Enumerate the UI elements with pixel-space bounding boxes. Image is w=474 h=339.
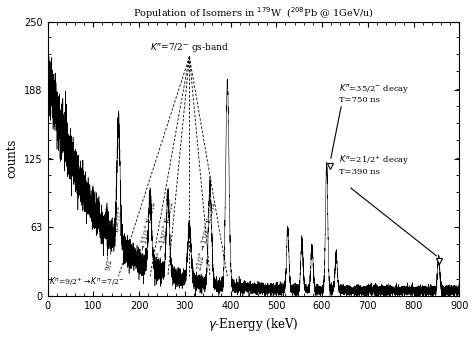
Text: $K^{\pi}$=7/2$^{-}$ gs-band: $K^{\pi}$=7/2$^{-}$ gs-band: [150, 41, 229, 55]
Y-axis label: counts: counts: [6, 139, 18, 178]
Text: 15/2$^{+}$$\rightarrow$11/2$^{+}$ K=9/2$^{+}$: 15/2$^{+}$$\rightarrow$11/2$^{+}$ K=9/2$…: [134, 196, 161, 272]
Text: $K^{\pi}$=21/2$^{+}$ decay
T=390 ns: $K^{\pi}$=21/2$^{+}$ decay T=390 ns: [339, 153, 410, 176]
X-axis label: $\gamma$-Energy (keV): $\gamma$-Energy (keV): [208, 316, 299, 334]
Title: Population of Isomers in $^{179}$W  ($^{208}$Pb @ 1GeV/u): Population of Isomers in $^{179}$W ($^{2…: [133, 5, 374, 21]
Text: 21/2$^{+}$$\rightarrow$17/2$^{+}$ K=9/2$^{+}$: 21/2$^{+}$$\rightarrow$17/2$^{+}$ K=9/2$…: [193, 196, 220, 272]
Text: 9/2$^{-}$$\rightarrow$7/2$^{-}$ K=7/2$^{-}$: 9/2$^{-}$$\rightarrow$7/2$^{-}$ K=7/2$^{…: [103, 205, 127, 272]
Text: $K^{\pi}$=9/2$^{+}$$\rightarrow$$K^{\pi}$=7/2$^{-}$: $K^{\pi}$=9/2$^{+}$$\rightarrow$$K^{\pi}…: [49, 276, 125, 288]
Text: $K^{\pi}$=35/2$^{-}$ decay
T=750 ns: $K^{\pi}$=35/2$^{-}$ decay T=750 ns: [339, 82, 410, 104]
Text: 17/2$^{+}$$\rightarrow$13/2$^{+}$ K=9/2$^{+}$: 17/2$^{+}$$\rightarrow$13/2$^{+}$ K=9/2$…: [152, 196, 179, 272]
